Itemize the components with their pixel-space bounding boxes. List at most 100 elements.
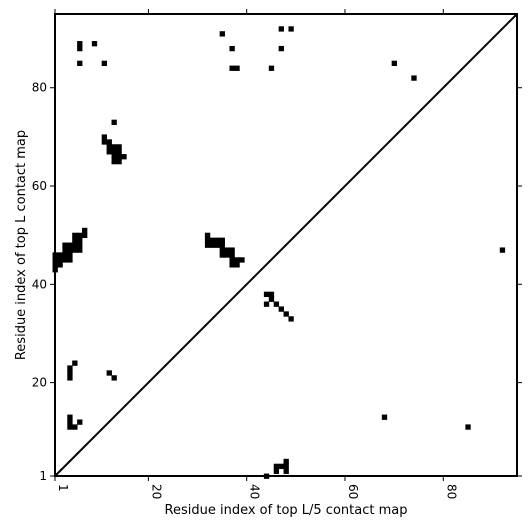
contact-marks [52, 26, 506, 479]
contact-cell-upper [62, 242, 68, 248]
contact-cell-lower [67, 419, 73, 425]
contact-cell-upper [106, 144, 112, 150]
diagonal-line [54, 13, 518, 477]
contact-cell-upper [116, 149, 122, 155]
contact-cell-upper [111, 158, 117, 165]
contact-cell-upper [121, 154, 127, 160]
contact-cell-upper [77, 60, 83, 67]
contact-cell-upper [82, 227, 88, 234]
contact-cell-upper [116, 154, 122, 160]
contact-cell-upper [214, 237, 221, 243]
contact-cell-upper [72, 237, 78, 243]
contact-cell-upper [229, 252, 235, 258]
contact-cell-upper [101, 139, 108, 145]
contact-cell-upper [111, 154, 117, 160]
contact-cell-upper [57, 257, 63, 263]
contact-cell-upper [263, 291, 270, 298]
x-tick-label: 60 [346, 484, 360, 499]
contact-cell-upper [106, 139, 112, 145]
contact-cell-lower [283, 468, 289, 474]
contact-cell-upper [239, 257, 245, 263]
contact-cell-upper [57, 252, 63, 258]
contact-cell-upper [111, 119, 117, 125]
contact-cell-upper [67, 257, 73, 263]
contact-cell-upper [101, 60, 108, 67]
contact-cell-lower [106, 370, 112, 376]
contact-cell-upper [62, 247, 68, 253]
contact-cell-upper [273, 301, 280, 307]
contact-cell-upper [62, 257, 68, 263]
contact-cell-upper [106, 149, 112, 155]
contact-cell-upper [278, 26, 284, 32]
contact-cell-upper [268, 291, 275, 298]
contact-cell-lower [283, 463, 289, 470]
contact-cell-lower [273, 463, 280, 470]
contact-cell-upper [391, 60, 397, 67]
y-tick-label: 20 [32, 376, 47, 390]
contact-cell-upper [283, 311, 289, 317]
contact-cell-upper [77, 45, 83, 52]
contact-cell-upper [234, 65, 240, 71]
contact-cell-upper [111, 144, 117, 150]
contact-cell-upper [219, 247, 225, 253]
contact-cell-upper [234, 262, 240, 268]
contact-cell-upper [278, 306, 284, 312]
x-tick-label: 40 [248, 484, 262, 499]
contact-cell-lower [77, 419, 83, 425]
contact-cell-upper [219, 237, 225, 243]
contact-cell-upper [224, 247, 230, 253]
y-tick-label: 60 [32, 179, 47, 193]
contact-cell-lower [67, 414, 73, 420]
contact-cell-lower [111, 375, 117, 381]
contact-cell-upper [116, 144, 122, 150]
contact-cell-lower [273, 468, 280, 474]
contact-cell-upper [219, 31, 225, 37]
x-tick-label: 80 [444, 484, 458, 499]
contact-cell-upper [204, 242, 211, 248]
contact-cell-upper [219, 242, 225, 248]
contact-cell-upper [209, 242, 216, 248]
contact-cell-upper [77, 237, 83, 243]
contact-cell-upper [72, 232, 78, 239]
contact-cell-lower [465, 424, 471, 430]
y-tick-label: 1 [39, 469, 47, 483]
contact-cell-lower [72, 360, 78, 366]
contact-cell-upper [229, 247, 235, 253]
contact-cell-upper [116, 158, 122, 165]
contact-cell-upper [91, 41, 98, 47]
contact-cell-upper [77, 232, 83, 239]
y-axis-label: Residue index of top L contact map [14, 130, 29, 360]
x-axis-label: Residue index of top L/5 contact map [165, 503, 408, 518]
contact-cell-upper [219, 252, 225, 258]
x-tick-label: 20 [149, 484, 163, 499]
contact-cell-upper [229, 262, 235, 268]
contact-cell-lower [278, 463, 284, 470]
contact-cell-upper [67, 252, 73, 258]
contact-cell-upper [72, 242, 78, 248]
contact-cell-lower [67, 424, 73, 430]
contact-cell-upper [77, 247, 83, 253]
contact-cell-upper [234, 257, 240, 263]
contact-cell-upper [263, 301, 270, 307]
contact-cell-upper [204, 232, 211, 239]
contact-cell-lower [283, 458, 289, 465]
contact-cell-upper [111, 149, 117, 155]
contact-cell-upper [411, 75, 417, 81]
contact-cell-upper [101, 134, 108, 140]
contact-cell-lower [381, 414, 388, 420]
contact-cell-lower [67, 375, 73, 381]
contact-cell-upper [67, 242, 73, 248]
contact-cell-upper [57, 262, 63, 268]
contact-cell-upper [72, 247, 78, 253]
contact-cell-upper [77, 41, 83, 47]
contact-cell-upper [209, 237, 216, 243]
contact-cell-upper [229, 45, 235, 52]
contact-cell-lower [72, 424, 78, 430]
contact-cell-upper [62, 252, 68, 258]
contact-cell-upper [288, 316, 294, 322]
contact-cell-upper [67, 247, 73, 253]
plot-frame [54, 13, 518, 477]
contact-cell-lower [67, 370, 73, 376]
contact-cell-lower [67, 365, 73, 371]
